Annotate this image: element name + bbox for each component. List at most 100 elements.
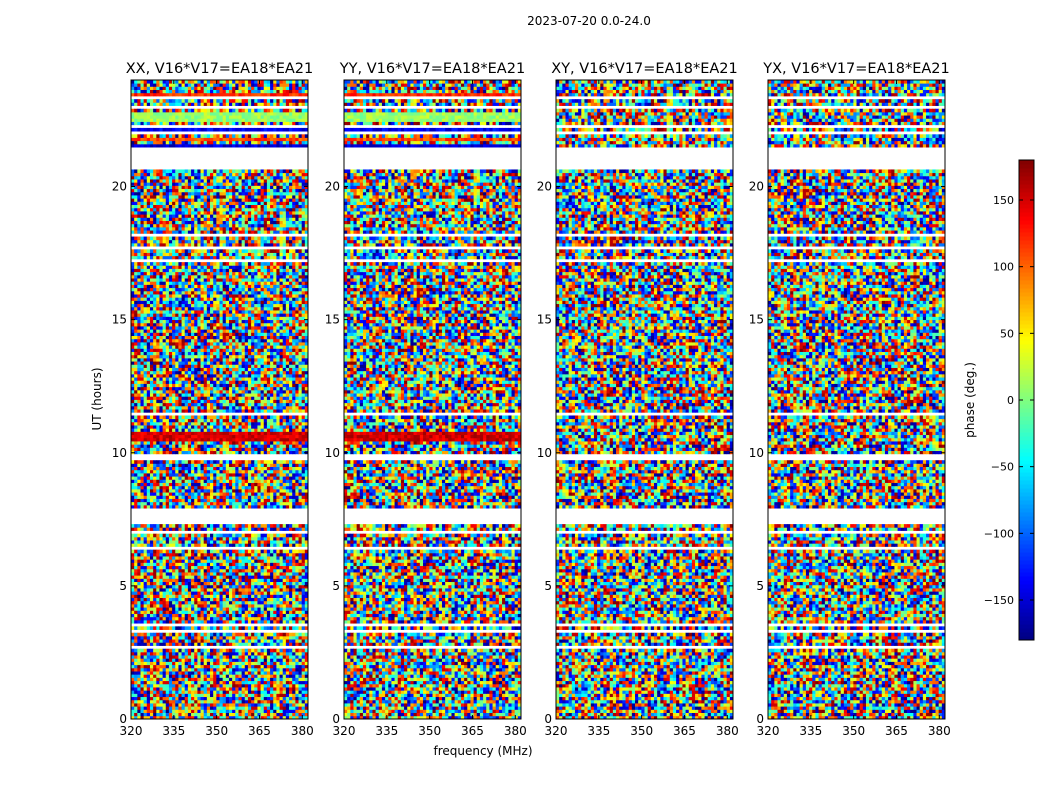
y-tick-label: 15	[325, 313, 340, 327]
colorbar-segment	[1019, 540, 1034, 545]
colorbar-segment	[1019, 412, 1034, 417]
colorbar-segment	[1019, 432, 1034, 437]
colorbar-segment	[1019, 456, 1034, 461]
axes-frame	[555, 79, 734, 720]
panel-1: XX, V16*V17=EA18*EA21 320 335 350 365 380 0 5 10…	[112, 61, 314, 738]
axes-frame	[767, 79, 946, 720]
colorbar-segment	[1019, 512, 1034, 517]
colorbar-segment	[1019, 316, 1034, 321]
colorbar-segment	[1019, 228, 1034, 233]
colorbar-segment	[1019, 484, 1034, 489]
colorbar-tick-label: −150	[984, 594, 1014, 607]
colorbar-segment	[1019, 336, 1034, 341]
y-tick-label: 20	[112, 180, 127, 194]
heatmap-cells	[768, 80, 946, 720]
y-axis-label: UT (hours)	[90, 367, 104, 430]
colorbar-segment	[1019, 360, 1034, 365]
y-tick-label: 0	[544, 712, 552, 726]
y-tick-label: 0	[332, 712, 340, 726]
colorbar-segment	[1019, 168, 1034, 173]
colorbar-segment	[1019, 224, 1034, 229]
colorbar-segment	[1019, 508, 1034, 513]
colorbar-segment	[1019, 184, 1034, 189]
colorbar-segment	[1019, 312, 1034, 317]
panel-2: YY, V16*V17=EA18*EA21 320 335 350 365 380 0 5 10…	[325, 61, 527, 738]
colorbar-segment	[1019, 172, 1034, 177]
colorbar-segment	[1019, 272, 1034, 277]
colorbar-segment	[1019, 256, 1034, 261]
colorbar-segment	[1019, 516, 1034, 521]
x-tick-label: 335	[799, 724, 822, 738]
axes-frame	[130, 79, 309, 720]
colorbar-segment	[1019, 452, 1034, 457]
x-tick-label: 380	[716, 724, 739, 738]
panel-title: YY, V16*V17=EA18*EA21	[339, 61, 525, 77]
colorbar-segment	[1019, 464, 1034, 469]
colorbar-segment	[1019, 560, 1034, 565]
y-tick-label: 0	[119, 712, 127, 726]
colorbar-segment	[1019, 260, 1034, 265]
colorbar-segment	[1019, 268, 1034, 273]
colorbar-segment	[1019, 264, 1034, 269]
colorbar-segment	[1019, 396, 1034, 401]
colorbar-segment	[1019, 568, 1034, 573]
colorbar-segment	[1019, 296, 1034, 301]
colorbar-segment	[1019, 552, 1034, 557]
figure-title: 2023-07-20 0.0-24.0	[0, 14, 1050, 28]
colorbar-segment	[1019, 216, 1034, 221]
x-tick-label: 335	[587, 724, 610, 738]
colorbar-segment	[1019, 160, 1034, 165]
colorbar-segment	[1019, 632, 1034, 637]
colorbar-segment	[1019, 520, 1034, 525]
y-tick-label: 10	[537, 446, 552, 460]
colorbar-segment	[1019, 324, 1034, 329]
y-tick-label: 15	[749, 313, 764, 327]
colorbar-segment	[1019, 368, 1034, 373]
colorbar-segment	[1019, 300, 1034, 305]
heatmap-cells	[131, 80, 309, 720]
colorbar-segment	[1019, 528, 1034, 533]
x-tick-label: 320	[757, 724, 780, 738]
y-tick-label: 20	[537, 180, 552, 194]
heatmap-cells	[344, 80, 522, 720]
x-tick-label: 335	[375, 724, 398, 738]
colorbar-segment	[1019, 364, 1034, 369]
colorbar-tick-label: 150	[993, 194, 1014, 207]
colorbar-segment	[1019, 620, 1034, 625]
y-tick-label: 5	[756, 579, 764, 593]
y-tick-label: 0	[756, 712, 764, 726]
colorbar-segment	[1019, 536, 1034, 541]
colorbar-segment	[1019, 416, 1034, 421]
colorbar-segment	[1019, 532, 1034, 537]
panel-title: YX, V16*V17=EA18*EA21	[762, 61, 949, 77]
colorbar-segment	[1019, 492, 1034, 497]
colorbar-segment	[1019, 240, 1034, 245]
colorbar-segment	[1019, 504, 1034, 509]
colorbar-tick-label: −100	[984, 527, 1014, 540]
colorbar-segment	[1019, 424, 1034, 429]
colorbar: −150 −100 −50 0 50 100 150 phase (deg.)	[963, 159, 1035, 641]
x-tick-label: 365	[885, 724, 908, 738]
colorbar-segment	[1019, 428, 1034, 433]
colorbar-segment	[1019, 544, 1034, 549]
colorbar-tick-label: 50	[1000, 327, 1014, 340]
colorbar-segment	[1019, 188, 1034, 193]
colorbar-segment	[1019, 308, 1034, 313]
y-tick-label: 10	[749, 446, 764, 460]
colorbar-segment	[1019, 596, 1034, 601]
colorbar-segment	[1019, 384, 1034, 389]
x-tick-label: 380	[291, 724, 314, 738]
colorbar-segment	[1019, 340, 1034, 345]
colorbar-segment	[1019, 180, 1034, 185]
panel-title: XX, V16*V17=EA18*EA21	[126, 61, 314, 77]
colorbar-segment	[1019, 624, 1034, 629]
colorbar-tick-label: 100	[993, 261, 1014, 274]
x-tick-label: 320	[333, 724, 356, 738]
colorbar-segment	[1019, 488, 1034, 493]
x-tick-label: 335	[162, 724, 185, 738]
colorbar-segment	[1019, 196, 1034, 201]
panel-4: YX, V16*V17=EA18*EA21 320 335 350 365 380 0 5 10…	[749, 61, 951, 738]
colorbar-segment	[1019, 304, 1034, 309]
colorbar-segment	[1019, 592, 1034, 597]
y-tick-label: 20	[749, 180, 764, 194]
